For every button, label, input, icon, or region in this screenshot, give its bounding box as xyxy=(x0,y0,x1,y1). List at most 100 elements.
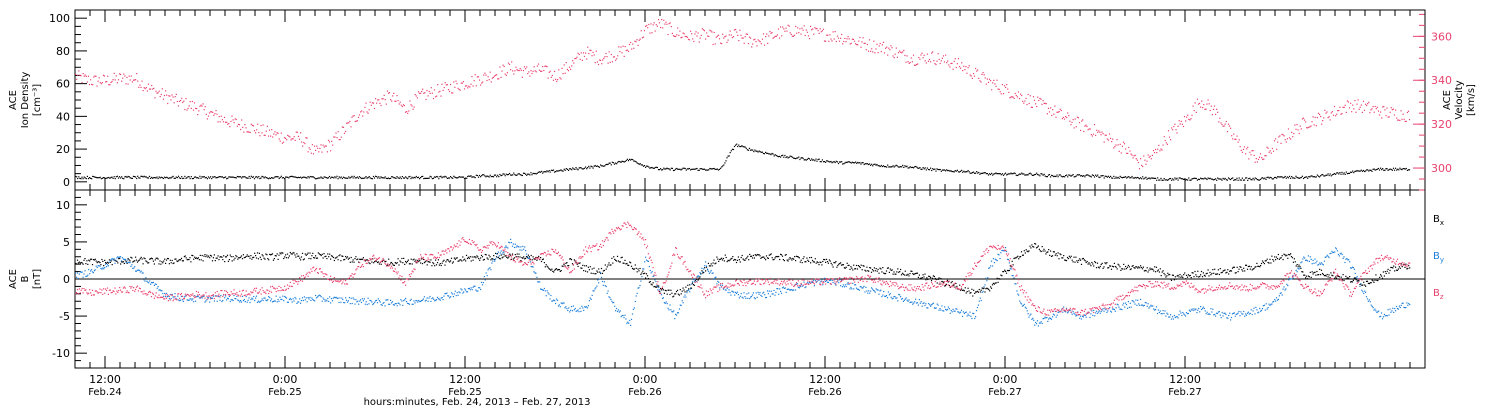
data-point xyxy=(996,277,998,279)
data-point xyxy=(345,299,348,301)
data-point xyxy=(89,273,91,275)
data-point xyxy=(758,40,760,42)
data-point xyxy=(1301,271,1303,273)
data-point xyxy=(710,263,712,265)
data-point xyxy=(123,262,125,265)
data-point xyxy=(1071,259,1073,261)
data-point xyxy=(809,257,811,259)
data-point xyxy=(857,288,859,290)
data-point xyxy=(957,171,960,173)
data-point xyxy=(941,280,943,283)
data-point xyxy=(883,272,885,274)
data-point xyxy=(1231,267,1234,269)
data-point xyxy=(435,299,438,301)
data-point xyxy=(184,175,186,177)
data-point xyxy=(390,99,392,101)
data-point xyxy=(910,301,912,303)
data-point xyxy=(490,81,492,83)
data-point xyxy=(1240,179,1242,181)
data-point xyxy=(1255,158,1257,160)
data-point xyxy=(1085,174,1087,176)
data-point xyxy=(1373,281,1375,283)
data-point xyxy=(905,61,907,63)
data-point xyxy=(561,265,563,267)
data-point xyxy=(1007,173,1009,175)
data-point xyxy=(1290,253,1292,255)
data-point xyxy=(1223,125,1225,127)
data-point xyxy=(99,265,101,267)
data-point xyxy=(214,176,216,178)
data-point xyxy=(261,254,263,256)
data-point xyxy=(186,299,188,301)
data-point xyxy=(719,287,721,289)
data-point xyxy=(1067,176,1069,178)
data-point xyxy=(1050,107,1052,109)
data-point xyxy=(1228,125,1231,127)
data-point xyxy=(859,286,861,288)
data-point xyxy=(428,90,430,93)
data-point xyxy=(292,252,294,254)
data-point xyxy=(695,31,697,33)
data-point xyxy=(1044,250,1046,252)
data-point xyxy=(1012,264,1014,266)
data-point xyxy=(803,159,805,161)
data-point xyxy=(1060,254,1062,256)
data-point xyxy=(1272,178,1275,180)
data-point xyxy=(601,280,604,283)
data-point xyxy=(510,69,512,71)
data-point xyxy=(805,261,807,263)
data-point xyxy=(768,290,770,292)
data-point xyxy=(88,268,90,271)
data-point xyxy=(539,281,541,283)
data-point xyxy=(90,258,93,260)
data-point xyxy=(540,171,542,173)
data-point xyxy=(139,258,141,260)
data-point xyxy=(154,259,156,261)
data-point xyxy=(986,280,988,282)
data-point xyxy=(403,257,405,259)
data-point xyxy=(309,296,311,299)
data-point xyxy=(900,166,902,168)
data-point xyxy=(173,177,175,179)
data-point xyxy=(240,301,243,303)
data-point xyxy=(896,297,898,299)
data-point xyxy=(350,176,352,178)
data-point xyxy=(801,27,803,29)
data-point xyxy=(945,309,948,311)
data-point xyxy=(675,293,677,295)
data-point xyxy=(384,99,386,101)
data-point xyxy=(669,304,671,306)
data-point xyxy=(893,57,895,59)
data-point xyxy=(169,177,171,179)
data-point xyxy=(155,177,157,179)
data-point xyxy=(85,75,87,77)
data-point xyxy=(1178,120,1180,122)
data-point xyxy=(672,169,675,172)
data-point xyxy=(836,266,838,268)
data-point xyxy=(468,287,470,289)
data-point xyxy=(1077,174,1080,176)
data-point xyxy=(924,167,926,169)
data-point xyxy=(340,136,342,138)
data-point xyxy=(507,257,509,259)
data-point xyxy=(895,273,897,275)
data-point xyxy=(115,75,117,77)
data-point xyxy=(117,177,120,179)
data-point xyxy=(1297,129,1299,131)
data-point xyxy=(789,32,791,34)
data-point xyxy=(610,298,612,301)
data-point xyxy=(454,290,456,292)
data-point xyxy=(1273,176,1276,179)
data-point xyxy=(1073,176,1075,178)
data-point xyxy=(159,96,161,98)
data-point xyxy=(972,73,975,75)
data-point xyxy=(1027,93,1029,96)
data-point xyxy=(882,165,885,167)
data-point xyxy=(163,295,165,297)
data-point xyxy=(551,300,553,302)
data-point xyxy=(766,257,769,259)
data-point xyxy=(1350,281,1352,283)
data-point xyxy=(542,66,544,68)
data-point xyxy=(102,260,104,262)
data-point xyxy=(798,32,800,34)
